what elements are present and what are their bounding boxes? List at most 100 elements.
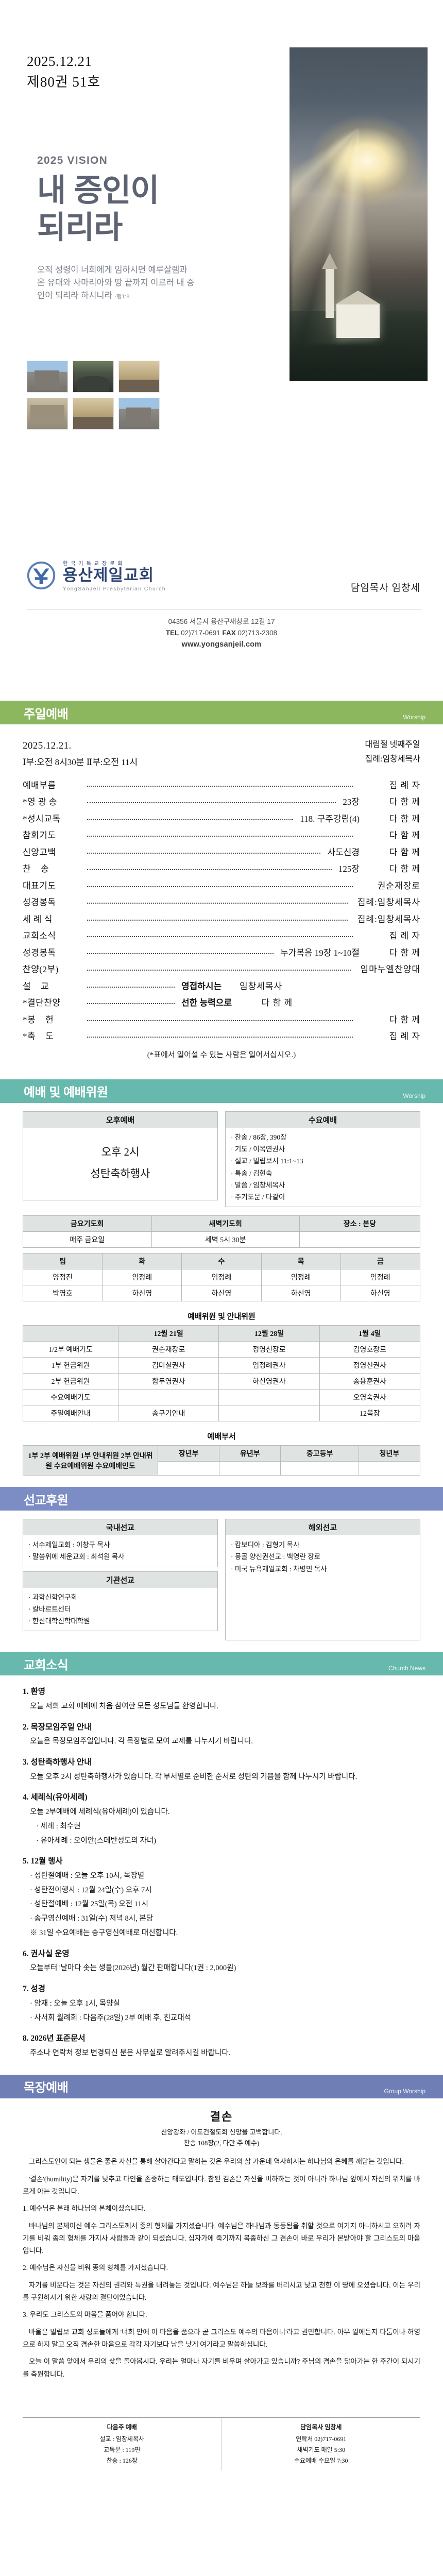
order-item-person: 다 함 께 (389, 814, 420, 824)
cover-verse-text: 오직 성령이 너희에게 임하시면 예루살렘과 온 유대와 사마리아와 땅 끝까지… (37, 265, 195, 301)
worship-order-list: 예배부름 집 례 자 *영 광 송 23장 다 함 께 *성시교독 118. 구… (23, 781, 420, 1041)
news-line: 오늘 오후 2시 성탄축하행사가 있습니다. 각 부서별로 준비한 순서로 성탄… (30, 1772, 357, 1781)
duty-header: 목 (261, 1253, 341, 1270)
issue-block: 2025.12.21 제80권 51호 (27, 52, 100, 93)
afternoon-body: 오후 2시 성탄축하행사 (23, 1127, 218, 1200)
order-item-name: *봉 헌 (23, 1014, 54, 1025)
banner-title-en: Church News (388, 1665, 425, 1672)
order-item-detail: 사도신경 (327, 847, 360, 857)
order-dots (87, 886, 353, 887)
banner-title-ko: 교회소식 (24, 1658, 69, 1672)
worship-header: 2025.12.21. Ⅰ부:오전 8시30분 Ⅱ부:오전 11시 대림절 넷째… (23, 738, 420, 770)
duty-header: 화 (102, 1253, 182, 1270)
guide-roster-table: 12월 21일 12월 28일 1월 4일 1/2부 예배기도 권순재장로 정영… (22, 1325, 421, 1422)
news-heading: 8. 2026년 표준문서 (23, 2034, 86, 2043)
table-row: 주일예배안내 송구기안내 12목장 (22, 1405, 421, 1422)
fax-value: 02)713-2308 (237, 629, 278, 637)
duty-cell: 임정례 (181, 1269, 262, 1286)
list-item: · 설교 / 빌립보서 11:1~13 (231, 1157, 303, 1165)
banner-sunday-worship: 주일예배 Worship (0, 701, 443, 724)
order-dots (87, 802, 336, 804)
church-building-decoration (335, 290, 381, 338)
duty-cell: 하신영 (102, 1285, 182, 1302)
order-item-person: 집 례 자 (389, 780, 420, 790)
banner-title-en: Worship (403, 1092, 425, 1099)
prayer-place-value (299, 1231, 421, 1248)
news-heading: 5. 12월 행사 (23, 1857, 63, 1866)
guide-header: 12월 21일 (118, 1325, 219, 1342)
order-item-person: 다 함 께 (389, 947, 420, 958)
prayer-left-title: 금요기도회 (23, 1215, 152, 1232)
worship-date: 2025.12.21. (23, 740, 72, 751)
list-item: · 특송 / 김현숙 (231, 1169, 272, 1177)
order-item-name: 참회기도 (23, 831, 56, 841)
duty-cell: 하신영 (261, 1285, 341, 1302)
photo-thumbnail (118, 398, 160, 430)
order-row: 성경봉독 집례:임창세목사 (23, 898, 420, 907)
sermon-section: 결손 신앙강좌 / 이도건절도회 신앙을 고백합니다. 찬송 108장(2, 다… (0, 2098, 443, 2406)
news-heading: 6. 권사실 운영 (23, 1949, 70, 1958)
list-item: · 기도 / 이옥연권사 (231, 1145, 285, 1154)
list-item: · 한신대학신학대학원 (28, 1617, 90, 1625)
guide-corner (22, 1325, 119, 1342)
duty-cell: 임정례 (102, 1269, 182, 1286)
fax-label: FAX (222, 629, 236, 637)
photo-thumbnail-row-2 (27, 398, 160, 430)
order-item-detail: 영접하시는 (181, 981, 222, 991)
missions-columns: 국내선교 · 서수제일교회 : 이창구 목사 · 말씀위에 세운교회 : 최석원… (23, 1519, 420, 1641)
news-heading: 1. 환영 (23, 1687, 46, 1697)
church-website[interactable]: www.yongsanjeil.com (181, 640, 262, 649)
senior-pastor-label: 담임목사 임창세 (350, 583, 420, 594)
banner-title-en: Group Worship (384, 2087, 425, 2095)
order-dots (87, 919, 348, 921)
sermon-paragraph: 자기를 비운다는 것은 자신의 권리와 특권을 내려놓는 것입니다. 예수님은 … (23, 2281, 420, 2302)
duty-cell: 박영호 (22, 1285, 103, 1302)
guide-cell: 임정례권사 (218, 1357, 320, 1374)
tel-label: TEL (165, 629, 179, 637)
table-row (23, 1461, 421, 1476)
choir-dept-table: 1부 2부 예배위원 1부 안내위원 2부 안내위원 수요예배위원 수요예배인도… (22, 1445, 421, 1476)
order-item-name: *영 광 송 (23, 797, 57, 807)
guide-rowlabel: 주일예배안내 (22, 1405, 119, 1422)
photo-thumbnail (73, 361, 114, 393)
duty-cell: 임정례 (340, 1269, 421, 1286)
order-row: *봉 헌 다 함 께 (23, 1015, 420, 1024)
choir-header: 유년부 (219, 1445, 281, 1462)
photo-thumbnail (27, 398, 68, 430)
sermon-paragraph: 3. 우리도 그리스도의 마음을 품어야 합니다. (23, 2311, 147, 2319)
news-heading: 3. 성탄축하행사 안내 (23, 1757, 92, 1767)
order-dots (87, 1037, 353, 1038)
order-row: 참회기도 다 함 께 (23, 831, 420, 840)
order-item-person: 다 함 께 (389, 847, 420, 857)
prayer-meeting-table: 금요기도회 새벽기도회 장소 : 본당 매주 금요일 세벽 5시 30분 (23, 1215, 421, 1248)
banner-title-en: Worship (403, 714, 425, 721)
church-news-section: 1. 환영 오늘 저희 교회 예배에 처음 참여한 모든 성도님들 환영합니다.… (0, 1675, 443, 2075)
sermon-paragraph: 그리스도인이 되는 생물은 좋은 자신을 통해 살아간다고 말하는 것은 우리의… (29, 2158, 404, 2166)
list-item: · 미국 뉴욕제일교회 : 차병민 목사 (231, 1565, 327, 1573)
choir-note-cell: 1부 2부 예배위원 1부 안내위원 2부 안내위원 수요예배위원 수요예배인도 (22, 1445, 159, 1476)
sermon-paragraph: 2. 예수님은 자신을 비워 종의 형체를 가지셨습니다. (23, 2264, 168, 2272)
sermon-paragraph: 바울은 빌립보 교회 성도들에게 '너희 안에 이 마음을 품으라 곧 그리스도… (23, 2328, 420, 2348)
order-row: 대표기도 권순재장로 (23, 882, 420, 890)
order-dots (87, 986, 175, 988)
order-item-name: *결단찬양 (23, 998, 61, 1008)
photo-thumbnail (73, 398, 114, 430)
order-item-name: 설 교 (23, 981, 49, 991)
guide-rowlabel: 1/2부 예배기도 (22, 1341, 119, 1358)
order-dots (87, 903, 348, 904)
order-dots (87, 785, 353, 787)
guide-cell: 12목장 (319, 1405, 421, 1422)
order-dots (87, 869, 332, 871)
order-item-person: 임마누엘찬양대 (360, 964, 420, 975)
news-line: · 유아세례 : 오이안(스데반성도의 자녀) (36, 1836, 157, 1845)
guide-cell: 송용훈권사 (319, 1373, 421, 1390)
sermon-paragraph: 1. 예수님은 본래 하나님의 본체이셨습니다. (23, 2205, 146, 2213)
news-line: 오늘 저희 교회 예배에 처음 참여한 모든 성도님들 환영합니다. (30, 1702, 219, 1710)
table-row: 2부 헌금위원 함두영권사 하신영권사 송용훈권사 (22, 1373, 421, 1390)
order-item-person: 다 함 께 (261, 998, 293, 1008)
choir-cell (280, 1461, 359, 1476)
sermon-paragraph: 바나님의 본체이신 예수 그리스도께서 종의 형체를 가지셨습니다. 예수님은 … (23, 2222, 420, 2255)
cover-verse-ref: ·행1:8 (114, 294, 130, 300)
order-row: 신앙고백 사도신경 다 함 께 (23, 848, 420, 857)
sermon-title: 결손 (210, 2110, 233, 2123)
